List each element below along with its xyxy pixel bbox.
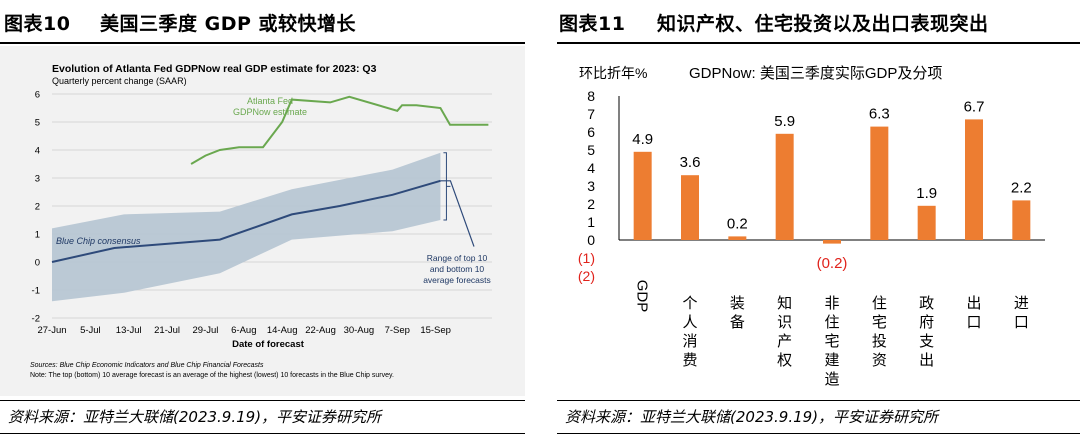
bar [870,126,889,240]
y-tick-label: 0 [35,258,40,269]
right-figure-panel: 图表11 知识产权、住宅投资以及出口表现突出 环比折年% GDPNow: 美国三季… [557,0,1080,435]
blue-chip-annotation: Blue Chip consensus [56,236,141,246]
y-tick-label: (1) [578,250,595,266]
left-source-text: 资料来源：亚特兰大联储(2023.9.19)，平安证券研究所 [8,408,382,426]
range-bracket [443,152,451,221]
category-label: 个人消费 [682,295,697,369]
category-label: 政府支出 [919,295,934,369]
chart-subtitle: Quarterly percent change (SAAR) [52,76,187,86]
x-tick-label: 30-Aug [344,325,375,336]
left-figure-number: 图表10 [4,13,71,35]
right-figure-title: 知识产权、住宅投资以及出口表现突出 [657,13,989,35]
data-label: 6.7 [964,98,985,115]
gdpnow-line-chart: Evolution of Atlanta Fed GDPNow real GDP… [30,63,492,379]
range-callout-line [440,180,475,247]
gdpnow-annotation: GDPNow estimate [233,107,307,117]
bar [917,205,936,240]
data-label: 6.3 [869,106,890,123]
left-chart-area: Evolution of Atlanta Fed GDPNow real GDP… [0,46,525,396]
y-tick-label: 6 [587,124,595,140]
x-tick-label: 6-Aug [231,325,256,336]
bar [728,236,747,240]
y-tick-label: (2) [578,268,595,284]
left-figure-header: 图表10 美国三季度 GDP 或较快增长 [0,2,525,44]
y-tick-label: 2 [35,202,40,213]
y-tick-label: 4 [35,146,40,157]
bar [1012,200,1031,240]
gdpnow-annotation: Atlanta Fed [247,96,293,106]
chart-note: Note: The top (bottom) 10 average foreca… [30,372,394,379]
x-tick-label: 7-Sep [385,325,410,336]
y-tick-label: 3 [587,178,595,194]
right-source-footer: 资料来源：亚特兰大联储(2023.9.19)，平安证券研究所 [557,400,1080,434]
bar [775,133,794,240]
bar [823,240,841,244]
bar [965,119,983,240]
y-tick-label: 7 [587,106,595,122]
x-tick-label: 15-Sep [420,325,451,336]
chart-note: Sources: Blue Chip Economic Indicators a… [30,362,264,369]
bar [681,175,699,240]
x-axis-title: Date of forecast [232,339,305,350]
gdp-components-bar-chart: 环比折年% GDPNow: 美国三季度实际GDP及分项 (2) (1) 0 1 2 3 4 5 6 7… [578,65,1045,388]
left-source-footer: 资料来源：亚特兰大联储(2023.9.19)，平安证券研究所 [0,400,525,434]
x-tick-label: 13-Jul [116,325,142,336]
y-tick-label: -2 [32,314,40,325]
y-tick-label: 2 [587,196,595,212]
y-tick-label: 4 [587,160,595,176]
x-tick-label: 27-Jun [37,325,66,336]
x-tick-label: 29-Jul [193,325,219,336]
y-tick-label: 0 [587,232,595,248]
x-tick-label: 5-Jul [80,325,101,336]
y-tick-label: 5 [587,142,595,158]
data-label: 3.6 [680,154,701,171]
right-source-text: 资料来源：亚特兰大联储(2023.9.19)，平安证券研究所 [565,408,939,426]
data-label: (0.2) [817,255,848,272]
x-tick-label: 22-Aug [305,325,336,336]
right-figure-header: 图表11 知识产权、住宅投资以及出口表现突出 [557,2,1080,44]
y-tick-label: 1 [587,214,595,230]
category-label: 进口 [1014,295,1029,331]
category-label: 出口 [966,295,981,331]
left-figure-panel: 图表10 美国三季度 GDP 或较快增长 Evolution of Atlant… [0,0,525,435]
x-tick-label: 21-Jul [154,325,180,336]
y-tick-label: 5 [35,118,40,129]
category-label: 装备 [730,295,745,331]
chart-title: GDPNow: 美国三季度实际GDP及分项 [689,65,942,82]
y-axis-title: 环比折年% [579,65,647,81]
right-chart-area: 环比折年% GDPNow: 美国三季度实际GDP及分项 (2) (1) 0 1 2 3 4 5 6 7… [557,46,1080,396]
range-annotation: and bottom 10 [430,264,485,274]
chart-title: Evolution of Atlanta Fed GDPNow real GDP… [52,63,377,75]
x-tick-label: 14-Aug [267,325,298,336]
y-tick-label: 3 [35,174,40,185]
bar [633,151,652,240]
data-label: 2.2 [1011,179,1032,196]
data-label: 4.9 [632,131,653,148]
range-annotation: average forecasts [423,275,491,285]
y-tick-label: 6 [35,90,40,101]
blue-chip-consensus-line [51,179,441,263]
category-label: 非住宅建造 [824,295,839,388]
category-label: GDP [634,280,651,313]
y-tick-label: 1 [35,230,40,241]
data-label: 0.2 [727,215,748,232]
y-tick-label: -1 [32,286,40,297]
data-label: 5.9 [774,113,795,130]
range-annotation: Range of top 10 [427,253,488,263]
gdpnow-estimate-line [190,95,489,165]
right-figure-number: 图表11 [559,13,626,35]
y-tick-label: 8 [587,88,595,104]
left-figure-title: 美国三季度 GDP 或较快增长 [100,13,357,35]
forecast-range-band [52,152,441,302]
data-label: 1.9 [916,185,937,202]
category-label: 住宅投资 [872,295,887,369]
category-label: 知识产权 [777,295,792,369]
